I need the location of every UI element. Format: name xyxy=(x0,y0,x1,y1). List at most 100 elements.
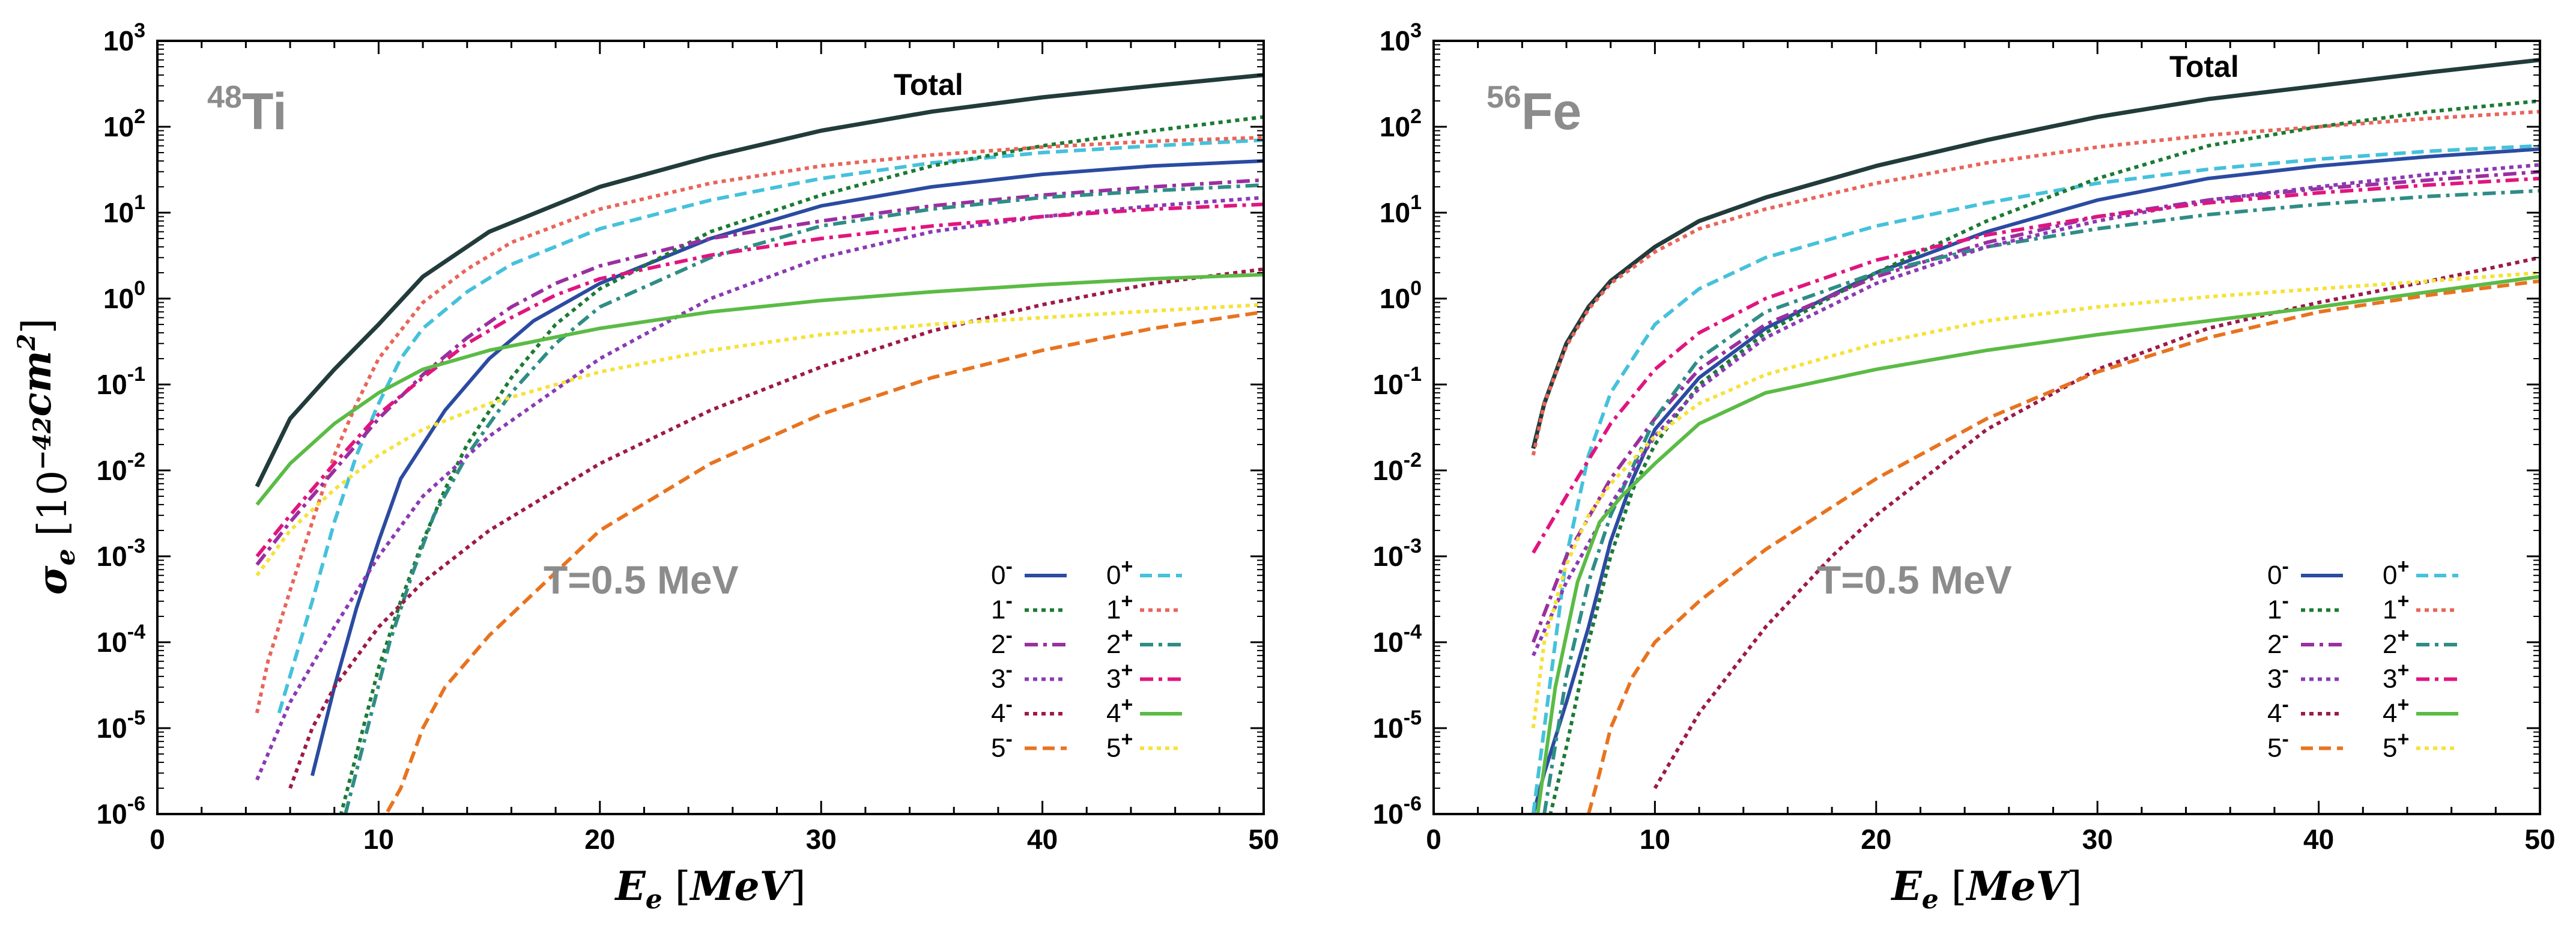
x-tick-label: 0 xyxy=(1426,824,1441,855)
axis-tick-labels-ti48: 0 10 20 30 40 50 10-6 10-5 10-4 10-3 10-2 10-1 100 10… xyxy=(97,19,1279,855)
legend-label-0plus-fe56: 0+ xyxy=(2383,555,2409,590)
series-4plus-fe56 xyxy=(1536,275,2540,814)
legend-label-3minus-ti48: 3- xyxy=(991,659,1013,694)
y-tick-label: 100 xyxy=(103,277,145,314)
y-tick-label: 100 xyxy=(1380,277,1422,314)
series-2plus-fe56 xyxy=(1542,189,2540,814)
y-tick-label: 10-2 xyxy=(97,449,145,486)
x-tick-label: 20 xyxy=(1861,824,1891,855)
plot-frame-ti48 xyxy=(156,40,1265,815)
series-total-ti48 xyxy=(255,73,1264,488)
series-2plus-ti48 xyxy=(344,183,1264,814)
y-tick-label: 10-5 xyxy=(1373,707,1422,744)
total-label-fe56: Total xyxy=(2169,50,2239,84)
y-tick-label: 103 xyxy=(103,19,145,56)
legend-label-2plus-fe56: 2+ xyxy=(2383,624,2409,659)
legend-label-4minus-fe56: 4- xyxy=(2267,693,2289,728)
series-2minus-ti48 xyxy=(255,178,1264,566)
series-1minus-ti48 xyxy=(339,115,1264,814)
series-5minus-ti48 xyxy=(384,310,1264,814)
axis-tick-labels-fe56: 0 10 20 30 40 50 10-6 10-5 10-4 10-3 10-2 10-1 100 10… xyxy=(1373,19,2556,855)
y-tick-label: 101 xyxy=(103,191,145,228)
curves-fe56 xyxy=(1531,58,2540,814)
legend-label-1plus-fe56: 1+ xyxy=(2383,590,2409,625)
x-tick-label: 50 xyxy=(2524,824,2555,855)
x-tick-label: 40 xyxy=(1027,824,1058,855)
plot-frame-fe56 xyxy=(1432,40,2541,815)
legend-label-3plus-ti48: 3+ xyxy=(1106,659,1133,694)
x-tick-label: 10 xyxy=(1640,824,1670,855)
legend-label-5minus-ti48: 5- xyxy=(991,728,1013,763)
series-5minus-fe56 xyxy=(1587,279,2540,814)
y-tick-label: 10-3 xyxy=(1373,535,1422,572)
y-tick-label: 102 xyxy=(103,105,145,142)
series-3plus-ti48 xyxy=(255,202,1264,558)
legend-label-3minus-fe56: 3- xyxy=(2267,659,2289,694)
series-2minus-fe56 xyxy=(1532,169,2540,643)
x-axis-title-fe56: Ee [MeV] xyxy=(1890,863,2082,915)
legend-label-1plus-ti48: 1+ xyxy=(1106,590,1133,625)
x-tick-label: 30 xyxy=(2082,824,2113,855)
legend-label-1minus-fe56: 1- xyxy=(2267,590,2289,625)
x-tick-label: 40 xyxy=(2303,824,2334,855)
series-4minus-ti48 xyxy=(288,267,1264,789)
legend-label-5plus-fe56: 5+ xyxy=(2383,728,2409,763)
legend-label-2minus-fe56: 2- xyxy=(2267,624,2289,659)
series-0plus-fe56 xyxy=(1531,144,2540,814)
legend-label-4minus-ti48: 4- xyxy=(991,693,1013,728)
curves-ti48 xyxy=(255,73,1264,814)
legend-label-0minus-fe56: 0- xyxy=(2267,555,2289,590)
legend-ti48: 0- 0+ 1- 1+ 2- 2+ 3- 3+ 4- 4+ 5- 5+ xyxy=(991,555,1182,763)
legend-label-1minus-ti48: 1- xyxy=(991,590,1013,625)
temperature-label-ti48: T=0.5 MeV xyxy=(544,558,739,602)
series-5plus-fe56 xyxy=(1531,271,2540,729)
total-label-ti48: Total xyxy=(894,68,963,102)
x-tick-label: 10 xyxy=(363,824,394,855)
series-3plus-fe56 xyxy=(1532,177,2540,554)
axis-ticks-fe56 xyxy=(1432,40,2541,815)
legend-label-3plus-fe56: 3+ xyxy=(2383,659,2409,694)
y-tick-label: 10-3 xyxy=(97,535,145,572)
x-tick-label: 50 xyxy=(1248,824,1279,855)
legend-label-4plus-ti48: 4+ xyxy=(1106,693,1133,728)
nucleus-label-fe56: 56Fe xyxy=(1487,80,1581,141)
nucleus-label-ti48: 48Ti xyxy=(207,80,287,141)
temperature-label-fe56: T=0.5 MeV xyxy=(1817,558,2012,602)
series-4plus-ti48 xyxy=(255,273,1264,506)
y-tick-label: 10-6 xyxy=(97,792,145,830)
y-tick-label: 103 xyxy=(1380,19,1422,56)
series-0minus-ti48 xyxy=(310,159,1264,776)
legend-label-5minus-fe56: 5- xyxy=(2267,728,2289,763)
series-1minus-fe56 xyxy=(1548,99,2540,814)
legend-label-2minus-ti48: 2- xyxy=(991,624,1013,659)
x-tick-label: 30 xyxy=(806,824,837,855)
y-tick-label: 101 xyxy=(1380,191,1422,228)
legend-label-5plus-ti48: 5+ xyxy=(1106,728,1133,763)
panel-ti48: 0 10 20 30 40 50 10-6 10-5 10-4 10-3 10-2 10-1 100 10… xyxy=(97,19,1279,915)
y-tick-label: 10-5 xyxy=(97,707,145,744)
series-3minus-fe56 xyxy=(1532,163,2540,657)
x-tick-label: 0 xyxy=(150,824,165,855)
series-total-fe56 xyxy=(1531,58,2540,449)
y-tick-label: 10-1 xyxy=(1373,363,1422,400)
axis-ticks-ti48 xyxy=(156,40,1265,815)
series-3minus-ti48 xyxy=(255,195,1264,781)
legend-label-0minus-ti48: 0- xyxy=(991,555,1013,590)
legend-label-0plus-ti48: 0+ xyxy=(1106,555,1133,590)
legend-fe56: 0- 0+ 1- 1+ 2- 2+ 3- 3+ 4- 4+ 5- 5+ xyxy=(2267,555,2458,763)
y-tick-label: 10-4 xyxy=(1373,621,1422,658)
y-tick-label: 10-2 xyxy=(1373,449,1422,486)
series-0plus-ti48 xyxy=(277,138,1264,714)
series-0minus-fe56 xyxy=(1531,147,2540,814)
y-tick-label: 10-1 xyxy=(97,363,145,400)
x-tick-label: 20 xyxy=(584,824,615,855)
y-tick-label: 10-4 xyxy=(97,621,145,658)
series-1plus-fe56 xyxy=(1531,109,2540,456)
y-tick-label: 102 xyxy=(1380,105,1422,142)
panel-fe56: 0 10 20 30 40 50 10-6 10-5 10-4 10-3 10-2 10-1 100 10… xyxy=(1373,19,2556,915)
legend-label-2plus-ti48: 2+ xyxy=(1106,624,1133,659)
legend-label-4plus-fe56: 4+ xyxy=(2383,693,2409,728)
x-axis-title-ti48: Ee [MeV] xyxy=(614,863,805,915)
